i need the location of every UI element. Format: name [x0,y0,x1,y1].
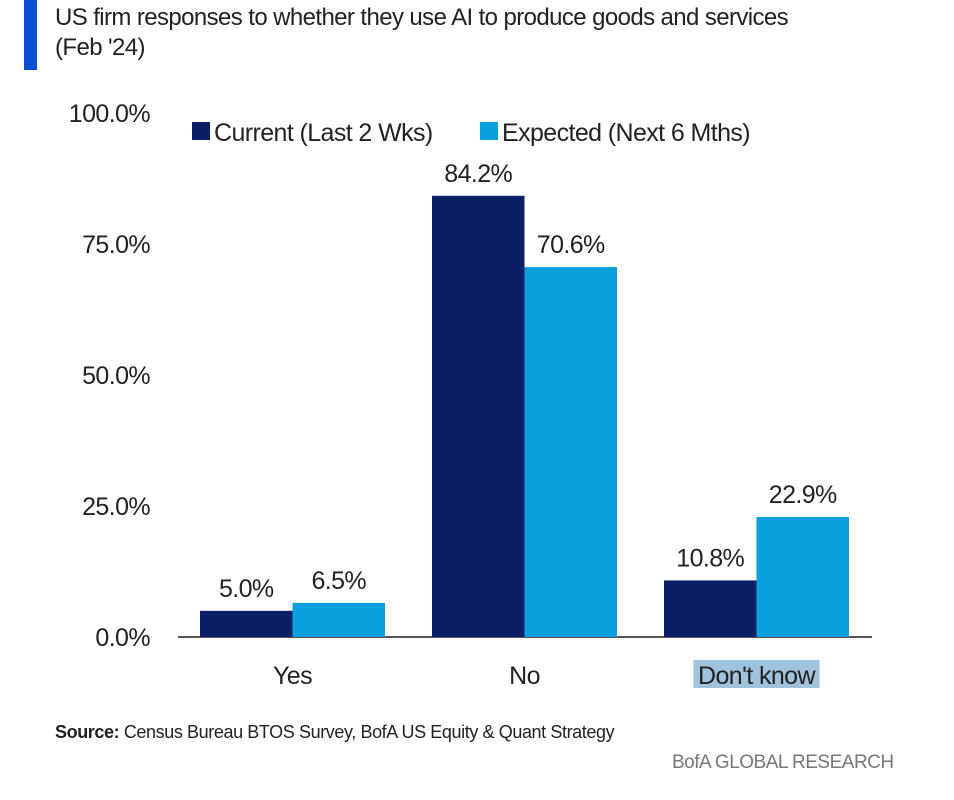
bar-current [200,610,293,637]
source-label: Source: [55,722,120,742]
brand-label: BofA GLOBAL RESEARCH [672,752,894,773]
legend-swatch [192,122,210,140]
title-line-2: (Feb '24) [55,34,145,61]
source-note: Source: Census Bureau BTOS Survey, BofA … [55,722,615,743]
legend-label: Current (Last 2 Wks) [214,119,433,147]
data-label: 6.5% [311,567,366,595]
chart-title: US firm responses to whether they use AI… [55,3,789,63]
y-tick-label: 100.0% [69,100,151,128]
accent-bar [24,0,37,70]
legend-swatch [480,122,498,140]
source-text: Census Bureau BTOS Survey, BofA US Equit… [119,722,615,742]
data-label: 84.2% [444,160,512,188]
x-category-label: No [509,662,540,690]
y-tick-label: 0.0% [95,624,150,652]
bar-current [664,580,757,637]
data-label: 5.0% [219,575,274,603]
x-category-label: Don't know [698,662,816,690]
title-line-1: US firm responses to whether they use AI… [55,4,789,31]
bar-chart: 0.0% 25.0% 50.0% 75.0% 100.0% 5.0% 6.5% Yes 84.2… [69,100,872,690]
data-label: 10.8% [676,544,744,572]
legend-label: Expected (Next 6 Mths) [502,119,750,147]
bar-expected [756,517,849,637]
y-tick-label: 50.0% [82,362,150,390]
bar-current [432,195,525,638]
bar-expected [292,602,385,637]
data-label: 70.6% [537,231,605,259]
data-label: 22.9% [769,481,837,509]
y-tick-label: 25.0% [82,493,150,521]
y-tick-label: 75.0% [82,231,150,259]
bar-expected [524,267,617,637]
category-highlight [693,660,820,688]
x-category-label: Yes [273,662,312,690]
